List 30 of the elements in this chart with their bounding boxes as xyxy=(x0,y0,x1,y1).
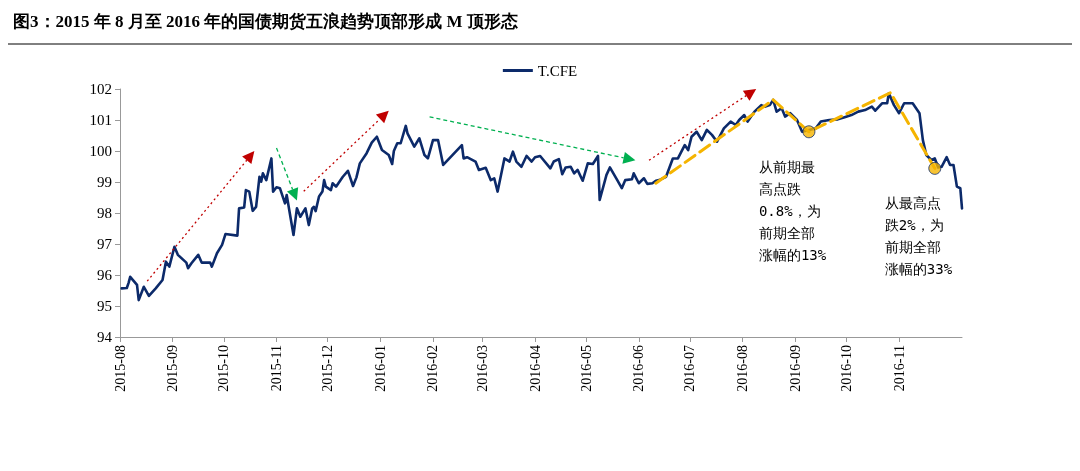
legend-label: T.CFE xyxy=(537,62,578,79)
x-tick-label: 2016-09 xyxy=(787,345,803,392)
x-tick-label: 2015-08 xyxy=(112,345,128,392)
line-series xyxy=(120,92,964,302)
chart-title: 图3：2015 年 8 月至 2016 年的国债期货五浪趋势顶部形成 M 顶形态 xyxy=(13,12,518,31)
x-tick-label: 2016-07 xyxy=(682,345,698,392)
y-tick-label: 101 xyxy=(89,112,112,128)
y-tick-label: 98 xyxy=(97,205,112,221)
x-tick-label: 2015-11 xyxy=(268,345,284,392)
x-tick-label: 2015-12 xyxy=(320,345,336,392)
x-tick-label: 2016-05 xyxy=(578,345,594,392)
y-tick-label: 100 xyxy=(89,143,112,159)
x-tick-label: 2016-11 xyxy=(891,345,907,392)
y-tick-label: 94 xyxy=(97,329,113,345)
x-tick-label: 2016-02 xyxy=(425,345,441,392)
y-tick-label: 95 xyxy=(97,298,112,314)
x-tick-label: 2016-10 xyxy=(838,345,854,392)
y-tick-label: 102 xyxy=(89,81,112,97)
y-tick-label: 96 xyxy=(97,267,113,283)
x-tick-label: 2015-09 xyxy=(165,345,181,392)
x-tick-label: 2016-03 xyxy=(474,345,490,392)
x-tick-label: 2015-10 xyxy=(216,345,232,392)
y-tick-label: 97 xyxy=(97,236,113,252)
x-tick-label: 2016-08 xyxy=(735,345,751,392)
y-tick-label: 99 xyxy=(97,174,112,190)
annotation: 从最高点跌2%，为前期全部涨幅的33% xyxy=(884,195,953,278)
x-tick-label: 2016-01 xyxy=(372,345,388,392)
annotation: 从前期最高点跌0.8%，为前期全部涨幅的13% xyxy=(758,158,827,263)
x-tick-label: 2016-06 xyxy=(631,345,647,392)
x-tick-label: 2016-04 xyxy=(527,345,543,392)
